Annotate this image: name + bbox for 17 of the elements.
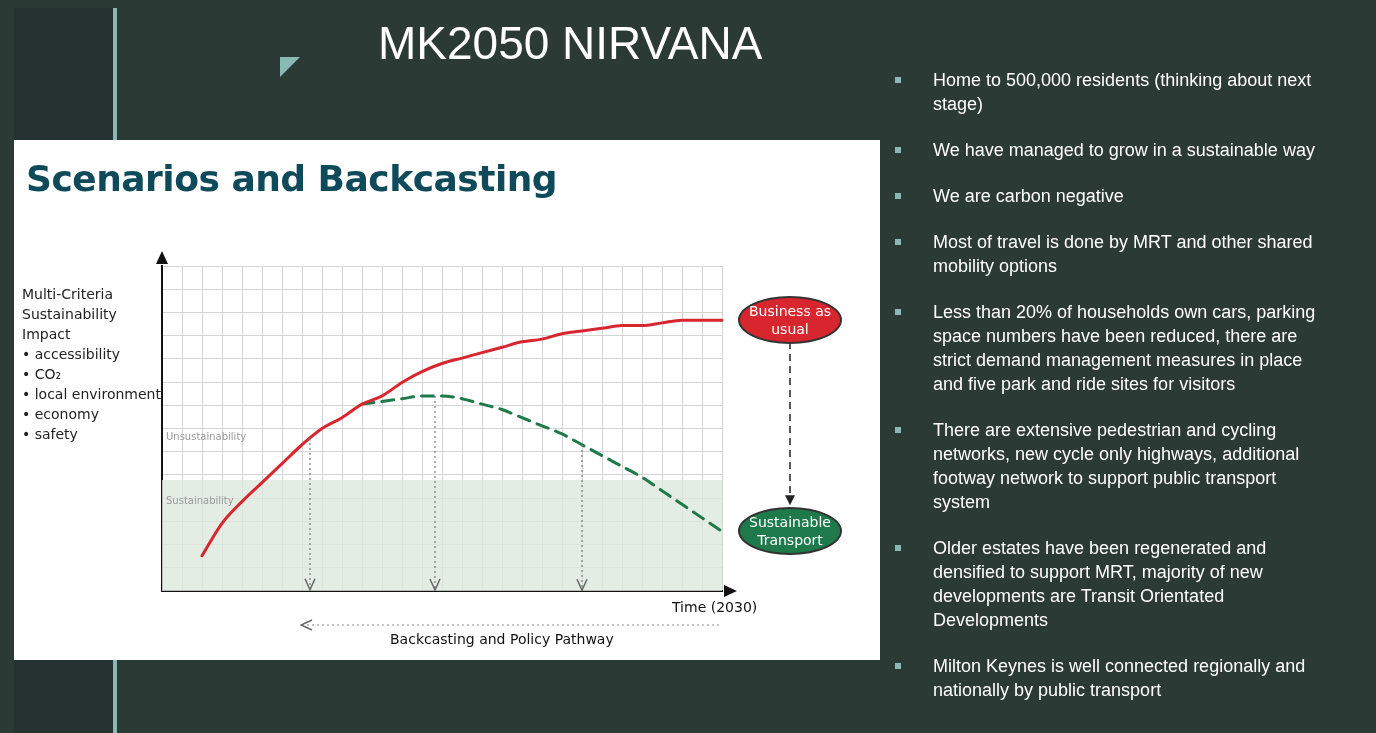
text: Less than 20% of households own cars, parking space numbers have been reduced, there are strict demand management measures in place and five park and ride sites for visitors	[932, 301, 1317, 396]
text: Most of travel is done by MRT and other shared mobility options	[932, 231, 1314, 278]
text: Milton Keynes is well connected regionally and nationally by public transport	[932, 655, 1307, 702]
chart-subtitle: Scenarios and Backcasting	[26, 158, 558, 199]
chart-title: MK2050 NIRVANA	[378, 16, 763, 70]
y-axis-title: Multi-Criteria Sustainability Impact • accessibility • CO₂ • local environment • economy • safety	[22, 285, 161, 444]
text: We are carbon negative	[932, 185, 1125, 208]
x-axis-title: Time (2030)	[672, 599, 758, 615]
text: We have managed to grow in a sustainable way	[932, 139, 1316, 162]
text: Older estates have been regenerated and densified to support MRT, majority of new developments are Transit Orientated Developments	[932, 537, 1268, 632]
series-label: Business as usual	[738, 296, 842, 345]
band-label: Sustainability	[166, 494, 234, 506]
series-label: Sustainable Transport	[738, 507, 842, 556]
text: Home to 500,000 residents (thinking about next stage)	[932, 69, 1313, 116]
text: There are extensive pedestrian and cycling networks, new cycle only highways, additional footway network to support public transport system	[932, 419, 1301, 514]
annotation: Unsustainability	[166, 430, 247, 442]
text: Backcasting and Policy Pathway	[390, 631, 614, 647]
